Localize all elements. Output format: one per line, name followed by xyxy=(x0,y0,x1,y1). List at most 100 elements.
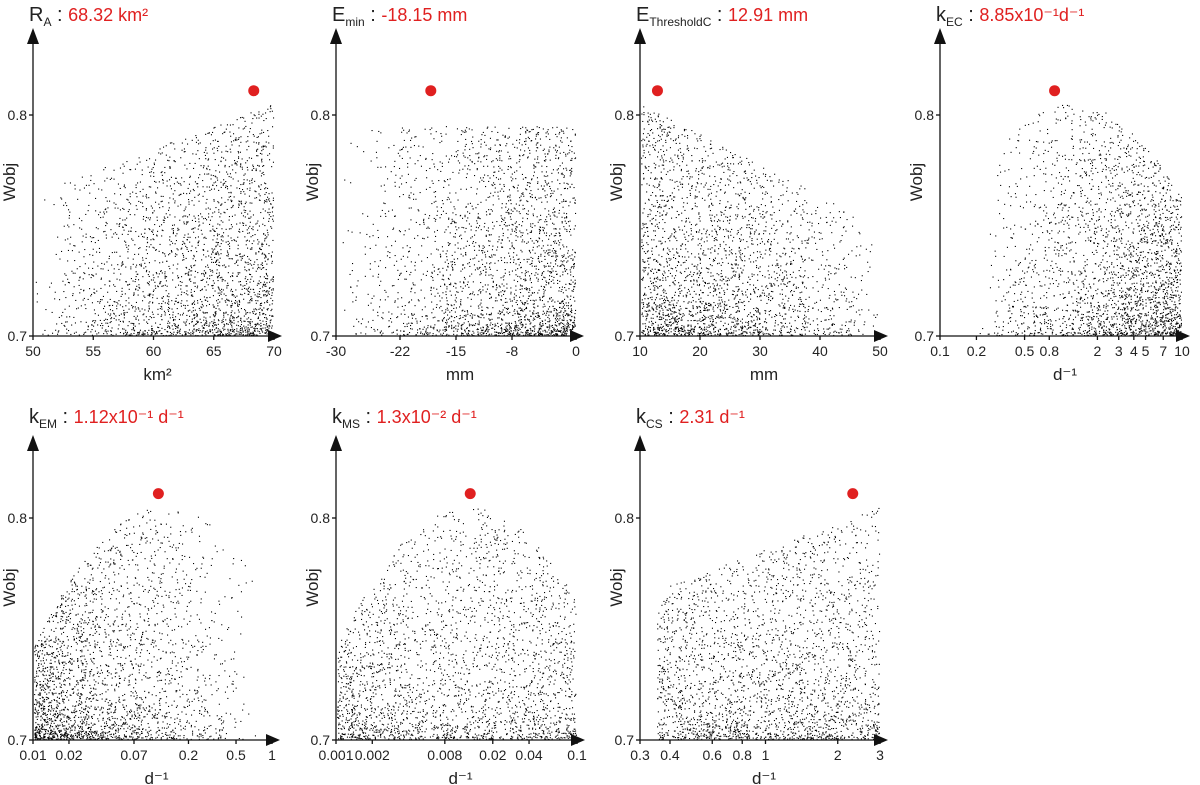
y-axis-label-kEC: Wobj xyxy=(907,163,926,201)
param-value-RA: 68.32 km² xyxy=(68,5,148,25)
x-tick-label-RA-0: 50 xyxy=(25,343,41,359)
x-tick-label-kEC-0: 0.1 xyxy=(930,343,950,359)
x-tick-label-Emin-3: -8 xyxy=(506,343,519,359)
x-tick-label-kEC-6: 4 xyxy=(1130,343,1138,359)
x-tick-label-kEM-4: 0.5 xyxy=(226,747,246,763)
panel-kEM: 0.7 0.8 0.01 0.02 0.07 0.2 0.5 1 d⁻¹ Wobj kEM : 1.… xyxy=(0,406,280,785)
x-tick-label-EThresholdC-3: 40 xyxy=(812,343,828,359)
x-axis-arrow-Emin xyxy=(570,330,584,342)
param-subscript-RA: A xyxy=(43,15,51,29)
x-axis-label-EThresholdC: mm xyxy=(750,365,778,384)
scatter-points-kMS xyxy=(337,508,577,741)
x-tick-label-kEC-3: 0.8 xyxy=(1040,343,1060,359)
param-subscript-kEC: EC xyxy=(946,15,963,29)
param-subscript-EThresholdC: ThresholdC xyxy=(649,15,711,29)
x-axis-label-kCS: d⁻¹ xyxy=(752,769,776,785)
scatter-points-Emin xyxy=(342,126,577,337)
x-axis-label-RA: km² xyxy=(143,365,172,384)
param-symbol-Emin: E xyxy=(332,4,345,26)
x-tick-label-kEC-9: 10 xyxy=(1174,343,1190,359)
x-tick-label-kEM-5: 1 xyxy=(268,747,276,763)
panel-title-EThresholdC: EThresholdC : 12.91 mm xyxy=(636,4,808,29)
x-tick-label-Emin-0: -30 xyxy=(326,343,346,359)
x-tick-label-kMS-5: 0.1 xyxy=(567,747,587,763)
x-tick-label-kEC-5: 3 xyxy=(1115,343,1123,359)
param-subscript-kEM: EM xyxy=(39,417,57,431)
x-tick-label-RA-3: 65 xyxy=(206,343,222,359)
param-subscript-kCS: CS xyxy=(646,417,663,431)
y-axis-arrow-RA xyxy=(27,28,39,44)
scatter-points-RA xyxy=(35,105,275,337)
y-tick-label-kEC-1: 0.8 xyxy=(915,107,935,123)
y-tick-label-RA-0: 0.7 xyxy=(8,328,28,344)
param-symbol-kMS: k xyxy=(332,406,343,428)
x-axis-arrow-EThresholdC xyxy=(874,330,888,342)
param-value-kEC: 8.85x10⁻¹d⁻¹ xyxy=(979,5,1084,25)
param-symbol-EThresholdC: E xyxy=(636,4,649,26)
y-axis-label-kCS: Wobj xyxy=(607,568,626,606)
param-value-kEM: 1.12x10⁻¹ d⁻¹ xyxy=(74,407,184,427)
param-value-kMS: 1.3x10⁻² d⁻¹ xyxy=(377,407,477,427)
optimum-point-kCS xyxy=(847,488,859,500)
y-tick-label-Emin-1: 0.8 xyxy=(311,107,331,123)
x-tick-label-kMS-1: 0.002 xyxy=(355,747,390,763)
param-symbol-kCS: k xyxy=(636,406,647,428)
x-axis-label-Emin: mm xyxy=(446,365,474,384)
x-tick-label-RA-2: 60 xyxy=(146,343,162,359)
x-tick-label-kEM-2: 0.07 xyxy=(120,747,147,763)
y-tick-label-kEC-0: 0.7 xyxy=(915,328,935,344)
param-subscript-Emin: min xyxy=(345,15,364,29)
scatter-points-kCS xyxy=(657,507,881,741)
panel-kEC: 0.7 0.8 0.1 0.2 0.5 0.8 2 3 4 5 7 10 d⁻¹ Wobj kEC : 8.… xyxy=(907,4,1190,384)
y-tick-label-kCS-0: 0.7 xyxy=(615,732,635,748)
x-tick-label-kCS-0: 0.3 xyxy=(630,747,650,763)
y-axis-label-Emin: Wobj xyxy=(303,163,322,201)
x-tick-label-EThresholdC-0: 10 xyxy=(632,343,648,359)
param-symbol-kEC: k xyxy=(936,4,947,26)
x-tick-label-EThresholdC-4: 50 xyxy=(872,343,888,359)
x-tick-label-kEC-8: 7 xyxy=(1159,343,1167,359)
scatter-points-EThresholdC xyxy=(641,106,878,337)
x-tick-label-kCS-3: 0.8 xyxy=(732,747,752,763)
y-axis-arrow-kEC xyxy=(934,28,946,44)
x-tick-label-kEM-1: 0.02 xyxy=(55,747,82,763)
optimum-point-RA xyxy=(248,85,260,97)
y-axis-label-kEM: Wobj xyxy=(0,568,19,606)
x-tick-label-kEC-1: 0.2 xyxy=(967,343,987,359)
x-axis-arrow-kCS xyxy=(874,734,888,746)
panel-title-Emin: Emin : -18.15 mm xyxy=(332,4,467,29)
x-tick-label-EThresholdC-2: 30 xyxy=(752,343,768,359)
x-tick-label-kEM-0: 0.01 xyxy=(19,747,46,763)
x-axis-arrow-kEC xyxy=(1176,330,1190,342)
x-tick-label-Emin-1: -22 xyxy=(390,343,410,359)
panel-Emin: 0.7 0.8 -30 -22 -15 -8 0 mm Wobj Emin : -18.15 mm xyxy=(303,4,584,384)
x-tick-label-EThresholdC-1: 20 xyxy=(692,343,708,359)
y-axis-label-RA: Wobj xyxy=(0,163,19,201)
panel-EThresholdC: 0.7 0.8 10 20 30 40 50 mm Wobj EThresholdC : 12.9… xyxy=(607,4,888,384)
x-tick-label-kCS-2: 0.6 xyxy=(703,747,723,763)
y-axis-arrow-kMS xyxy=(330,435,342,451)
x-tick-label-kEC-7: 5 xyxy=(1142,343,1150,359)
panel-title-kEM: kEM : 1.12x10⁻¹ d⁻¹ xyxy=(29,406,184,431)
optimum-point-kEM xyxy=(152,488,164,500)
x-tick-label-kCS-4: 1 xyxy=(762,747,770,763)
y-axis-arrow-kEM xyxy=(27,435,39,451)
x-axis-label-kEM: d⁻¹ xyxy=(144,769,168,785)
panel-title-RA: RA : 68.32 km² xyxy=(29,4,148,29)
x-tick-label-RA-1: 55 xyxy=(85,343,101,359)
x-tick-label-RA-4: 70 xyxy=(266,343,282,359)
x-tick-label-kMS-0: 0.001 xyxy=(318,747,353,763)
param-symbol-kEM: k xyxy=(29,406,40,428)
y-axis-arrow-kCS xyxy=(634,435,646,451)
optimum-point-kMS xyxy=(464,488,476,500)
param-value-kCS: 2.31 d⁻¹ xyxy=(679,407,745,427)
x-axis-label-kMS: d⁻¹ xyxy=(448,769,472,785)
x-tick-label-kEM-3: 0.2 xyxy=(179,747,199,763)
y-axis-arrow-Emin xyxy=(330,28,342,44)
panel-title-kMS: kMS : 1.3x10⁻² d⁻¹ xyxy=(332,406,477,431)
y-tick-label-kEM-1: 0.8 xyxy=(8,510,28,526)
param-subscript-kMS: MS xyxy=(342,417,360,431)
x-axis-label-kEC: d⁻¹ xyxy=(1053,365,1077,384)
optimum-point-Emin xyxy=(425,85,437,97)
